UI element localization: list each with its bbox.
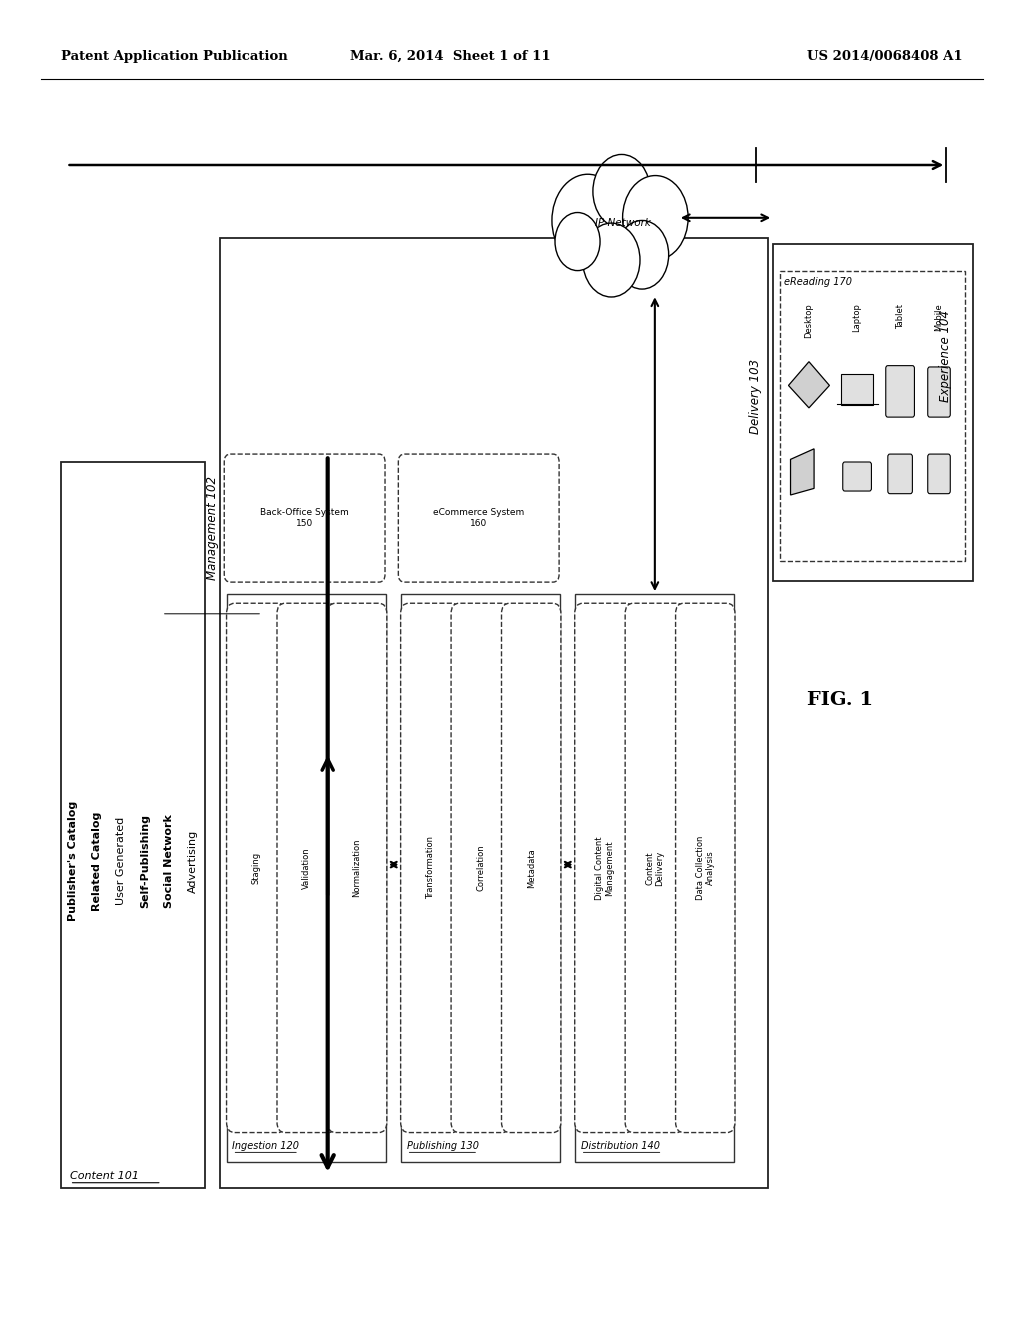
Text: Related Catalog: Related Catalog — [92, 812, 102, 911]
Polygon shape — [788, 362, 829, 408]
Circle shape — [552, 174, 624, 267]
Circle shape — [593, 154, 650, 228]
Text: Content 101: Content 101 — [70, 1171, 138, 1181]
Text: Experience 104: Experience 104 — [939, 310, 951, 403]
FancyBboxPatch shape — [574, 603, 634, 1133]
Text: eCommerce System
160: eCommerce System 160 — [433, 508, 524, 528]
FancyBboxPatch shape — [886, 366, 914, 417]
FancyBboxPatch shape — [276, 603, 336, 1133]
FancyBboxPatch shape — [226, 603, 286, 1133]
Text: Mar. 6, 2014  Sheet 1 of 11: Mar. 6, 2014 Sheet 1 of 11 — [350, 50, 551, 63]
FancyBboxPatch shape — [928, 367, 950, 417]
Text: Mobile: Mobile — [935, 304, 943, 331]
FancyBboxPatch shape — [841, 374, 873, 405]
FancyBboxPatch shape — [451, 603, 510, 1133]
Text: Management 102: Management 102 — [207, 477, 219, 579]
Text: Validation: Validation — [302, 847, 311, 888]
Text: Desktop: Desktop — [805, 304, 813, 338]
Text: Tablet: Tablet — [896, 304, 904, 329]
FancyBboxPatch shape — [888, 454, 912, 494]
Text: Delivery 103: Delivery 103 — [750, 359, 762, 433]
FancyBboxPatch shape — [220, 238, 768, 1188]
FancyBboxPatch shape — [780, 271, 965, 561]
Text: FIG. 1: FIG. 1 — [807, 690, 872, 709]
FancyBboxPatch shape — [224, 454, 385, 582]
Text: Advertising: Advertising — [187, 830, 198, 892]
Text: Social Network: Social Network — [164, 814, 174, 908]
Text: Content
Delivery: Content Delivery — [645, 850, 665, 886]
FancyBboxPatch shape — [773, 244, 973, 581]
Text: Digital Content
Management: Digital Content Management — [595, 836, 614, 900]
Text: IP Network: IP Network — [595, 218, 650, 228]
Text: Laptop: Laptop — [853, 304, 861, 333]
FancyBboxPatch shape — [401, 594, 560, 1162]
FancyBboxPatch shape — [61, 462, 205, 1188]
Circle shape — [615, 220, 669, 289]
Circle shape — [555, 213, 600, 271]
FancyBboxPatch shape — [928, 454, 950, 494]
Text: Ingestion 120: Ingestion 120 — [232, 1140, 299, 1151]
Text: Publishing 130: Publishing 130 — [407, 1140, 478, 1151]
Text: eReading 170: eReading 170 — [784, 277, 852, 288]
Text: Back-Office System
150: Back-Office System 150 — [260, 508, 349, 528]
Text: Publisher's Catalog: Publisher's Catalog — [69, 801, 79, 921]
Text: Transformation: Transformation — [426, 837, 435, 899]
Text: US 2014/0068408 A1: US 2014/0068408 A1 — [807, 50, 963, 63]
Text: Staging: Staging — [252, 851, 261, 884]
FancyBboxPatch shape — [328, 603, 387, 1133]
Polygon shape — [791, 449, 814, 495]
Text: Patent Application Publication: Patent Application Publication — [61, 50, 288, 63]
Text: Normalization: Normalization — [352, 838, 361, 898]
FancyBboxPatch shape — [625, 603, 685, 1133]
Text: Data Collection
Analysis: Data Collection Analysis — [695, 836, 715, 900]
FancyBboxPatch shape — [676, 603, 735, 1133]
FancyBboxPatch shape — [502, 603, 561, 1133]
FancyBboxPatch shape — [843, 462, 871, 491]
Circle shape — [583, 223, 640, 297]
FancyBboxPatch shape — [575, 594, 734, 1162]
FancyBboxPatch shape — [398, 454, 559, 582]
Text: Distribution 140: Distribution 140 — [581, 1140, 659, 1151]
Text: Correlation: Correlation — [476, 845, 485, 891]
Text: Metadata: Metadata — [526, 847, 536, 888]
FancyBboxPatch shape — [400, 603, 460, 1133]
Circle shape — [623, 176, 688, 260]
Text: User Generated: User Generated — [116, 817, 126, 906]
FancyBboxPatch shape — [227, 594, 386, 1162]
Text: Self-Publishing: Self-Publishing — [140, 814, 151, 908]
